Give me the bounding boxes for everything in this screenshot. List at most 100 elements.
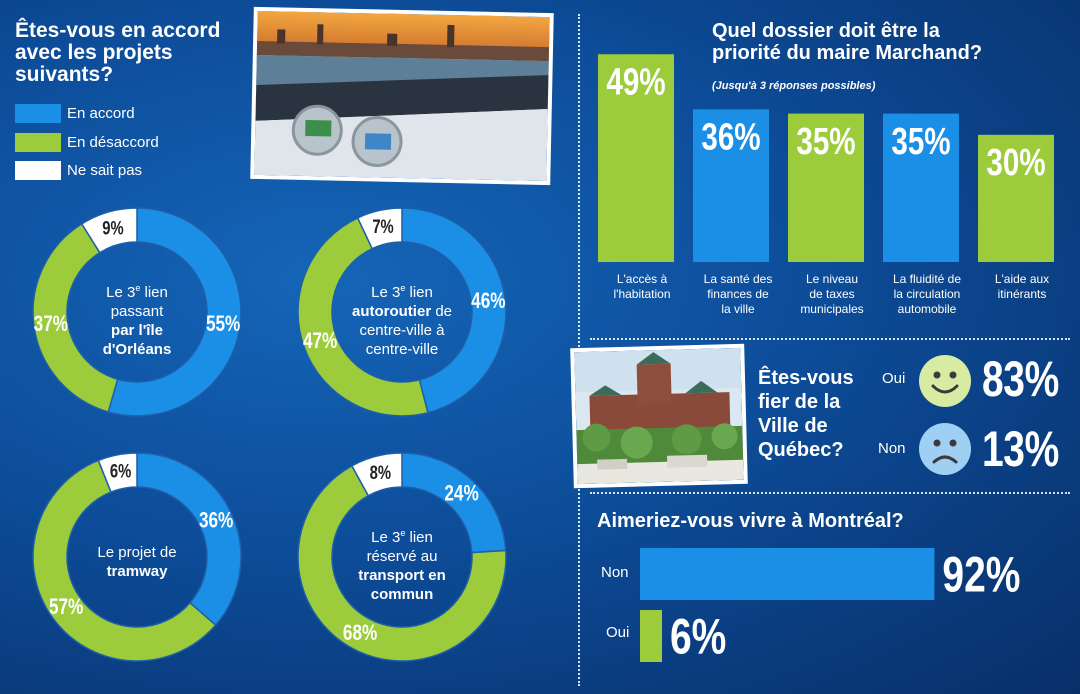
legend-item-accord: En accord (15, 104, 135, 123)
montreal-bar-value-label: 6% (670, 608, 726, 665)
donut-segment-desaccord (32, 222, 119, 413)
agreement-question-line: suivants? (15, 63, 114, 86)
agreement-question: Êtes-vous en accord avec les projets sui… (15, 20, 220, 86)
chateau-frontenac-graphic (574, 347, 744, 485)
montreal-bar-chart: 92% 6% (640, 546, 1020, 665)
priority-category-label: L'aide aux itinérants (994, 272, 1050, 301)
montreal-no-label: Non (601, 564, 629, 581)
priority-category-label: L'accès à l'habitation (613, 272, 671, 301)
donut-segment-nsp (356, 207, 403, 250)
priority-subtitle: (Jusqu'à 3 réponses possibles) (712, 80, 876, 92)
montreal-bar-non (640, 548, 935, 600)
donut-segment-desaccord (297, 216, 429, 417)
tunnel-illustration-graphic (254, 10, 550, 182)
priority-category-label: Le niveau de taxes municipales (800, 272, 864, 316)
donut-center-line: Le 3e lien (106, 283, 168, 301)
donut-segment-desaccord (297, 464, 507, 662)
donut-center-line: passant (110, 303, 164, 320)
donut-segment-accord (401, 207, 507, 414)
priority-category-label: La santé des finances de la ville (703, 272, 773, 316)
donut-value-label-accord: 46% (471, 289, 506, 314)
donut-value-label-accord: 55% (206, 312, 241, 337)
pride-no-label: Non (878, 440, 906, 457)
donut-chart-orleans: 55% 37% 9% (32, 207, 242, 417)
donut-value-label-nsp: 9% (102, 218, 123, 239)
pride-question-line: Québec? (758, 439, 844, 461)
donut-value-label-nsp: 6% (110, 461, 131, 482)
donut-segment-nsp (80, 207, 138, 254)
donut-center-line: commun (370, 586, 434, 603)
agreement-question-line: Êtes-vous en accord (15, 19, 221, 42)
priority-bar-chart: 49% 36% 35% 35% 30% (598, 54, 1054, 263)
priority-bar (598, 54, 674, 263)
horizontal-divider-1 (590, 338, 1070, 340)
smiley-sad-icon (919, 423, 971, 475)
legend-swatch-desaccord (15, 133, 61, 152)
priority-bar (978, 134, 1054, 262)
legend-label-desaccord: En désaccord (67, 134, 159, 151)
donut-segment-accord (107, 207, 242, 417)
donut-value-label-desaccord: 47% (303, 329, 338, 354)
priority-question-line: Quel dossier doit être la (712, 20, 940, 42)
donut-center-line: transport en (358, 567, 446, 584)
pride-yes-label: Oui (882, 370, 906, 387)
donut-chart-tramway: 36% 57% 6% (32, 452, 242, 662)
donut-chart-autoroutier: 46% 47% 7% (297, 207, 507, 417)
donut-center-line: autoroutier de (351, 303, 453, 320)
priority-question-line: priorité du maire Marchand? (712, 42, 983, 64)
donut-value-label-nsp: 8% (370, 462, 391, 483)
priority-bar-value-label: 30% (986, 142, 1045, 184)
donut-center-line: centre-ville à (359, 322, 445, 339)
donut-center-line: Le projet de (97, 544, 177, 561)
pride-question: Êtes-vous fier de la Ville de Québec? (758, 366, 854, 462)
donut-center-text-transport-commun: Le 3e lien réservé au transport en commu… (347, 524, 457, 604)
donut-value-label-accord: 24% (444, 481, 479, 506)
legend-label-accord: En accord (67, 105, 135, 122)
pride-yes-value: 83% (982, 351, 1059, 407)
priority-bar (788, 113, 864, 262)
legend-swatch-accord (15, 104, 61, 123)
horizontal-divider-2 (590, 492, 1070, 494)
montreal-bar-oui (640, 610, 662, 662)
montreal-question: Aimeriez-vous vivre à Montréal? (597, 510, 904, 532)
donut-center-line: Le 3e lien (371, 528, 433, 546)
donut-value-label-nsp: 7% (372, 217, 393, 238)
donut-center-line: Le 3e lien (371, 283, 433, 301)
donut-segment-nsp (350, 452, 403, 497)
agreement-question-line: avec les projets (15, 41, 173, 64)
donut-value-label-desaccord: 57% (49, 595, 84, 620)
donut-segment-desaccord (32, 459, 217, 662)
priority-bar-value-label: 35% (891, 120, 950, 162)
donut-center-text-orleans: Le 3e lien passant par l'île d'Orléans (87, 279, 187, 359)
donut-segment-accord (136, 452, 242, 627)
priority-bar-value-label: 49% (606, 61, 665, 103)
pride-no-value: 13% (982, 421, 1059, 477)
donut-center-line: d'Orléans (102, 341, 172, 358)
donut-center-line: par l'île (111, 322, 163, 339)
chateau-frontenac-photo (570, 343, 748, 489)
pride-question-line: fier de la (758, 391, 841, 413)
donut-center-line: tramway (106, 563, 168, 580)
legend-swatch-nsp (15, 161, 61, 180)
donut-center-text-tramway: Le projet de tramway (87, 543, 187, 581)
donut-value-label-desaccord: 37% (34, 312, 69, 337)
donut-value-label-desaccord: 68% (343, 621, 378, 646)
tunnel-illustration (250, 6, 554, 186)
legend-item-desaccord: En désaccord (15, 133, 159, 152)
priority-bar (883, 113, 959, 262)
pride-question-line: Êtes-vous (758, 367, 854, 389)
priority-bar-value-label: 36% (701, 116, 760, 158)
montreal-bar-value-label: 92% (942, 546, 1020, 603)
donut-center-line: réservé au (366, 548, 438, 565)
donut-center-text-autoroutier: Le 3e lien autoroutier de centre-ville à… (342, 279, 462, 359)
priority-bar-value-label: 35% (796, 120, 855, 162)
donut-center-line: centre-ville (365, 341, 439, 358)
priority-bar (693, 109, 769, 262)
donut-chart-transport-commun: 24% 68% 8% (297, 452, 507, 662)
vertical-divider (578, 14, 580, 686)
legend-item-nsp: Ne sait pas (15, 161, 142, 180)
priority-category-label: La fluidité de la circulation automobile (892, 272, 962, 316)
smiley-happy-icon (919, 355, 971, 407)
legend-label-nsp: Ne sait pas (67, 162, 143, 179)
